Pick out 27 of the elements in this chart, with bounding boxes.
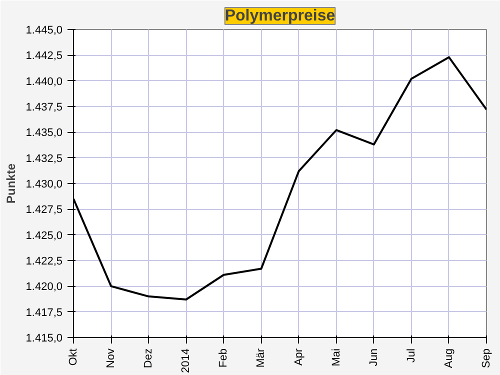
y-tick-label: 1.435,0 <box>26 127 62 140</box>
x-tick-label: Mai <box>330 348 342 366</box>
y-axis-title: Punkte <box>4 163 18 204</box>
x-tick-label: Aug <box>442 348 455 368</box>
x-tick-label: Okt <box>68 348 80 366</box>
y-tick-label: 1.417,5 <box>26 306 62 319</box>
x-tick-label: Feb <box>218 348 230 368</box>
x-tick-label: Jul <box>405 348 418 363</box>
y-tick-label: 1.440,0 <box>26 76 62 88</box>
y-tick-label: 1.422,5 <box>26 256 62 268</box>
x-tick-label: Jun <box>368 348 380 366</box>
y-tick-label: 1.432,5 <box>26 152 62 165</box>
y-tick-label: 1.445,0 <box>26 24 62 36</box>
y-tick-label: 1.420,0 <box>26 281 62 294</box>
y-tick-label: 1.437,5 <box>26 102 62 114</box>
chart-title: Polymerpreise <box>224 8 336 24</box>
x-tick-label: Dez <box>142 348 155 368</box>
y-tick-label: 1.442,5 <box>26 50 62 62</box>
y-tick-label: 1.415,0 <box>26 332 62 344</box>
y-tick-label: 1.427,5 <box>26 204 62 216</box>
x-tick-label: 2014 <box>180 348 192 373</box>
x-tick-label: Nov <box>105 348 118 368</box>
x-tick-label: Mär <box>255 348 268 368</box>
x-tick-label: Sep <box>480 348 492 368</box>
x-tick-label: Apr <box>292 348 305 366</box>
y-tick-label: 1.425,0 <box>26 230 62 242</box>
y-tick-label: 1.430,0 <box>26 178 62 190</box>
